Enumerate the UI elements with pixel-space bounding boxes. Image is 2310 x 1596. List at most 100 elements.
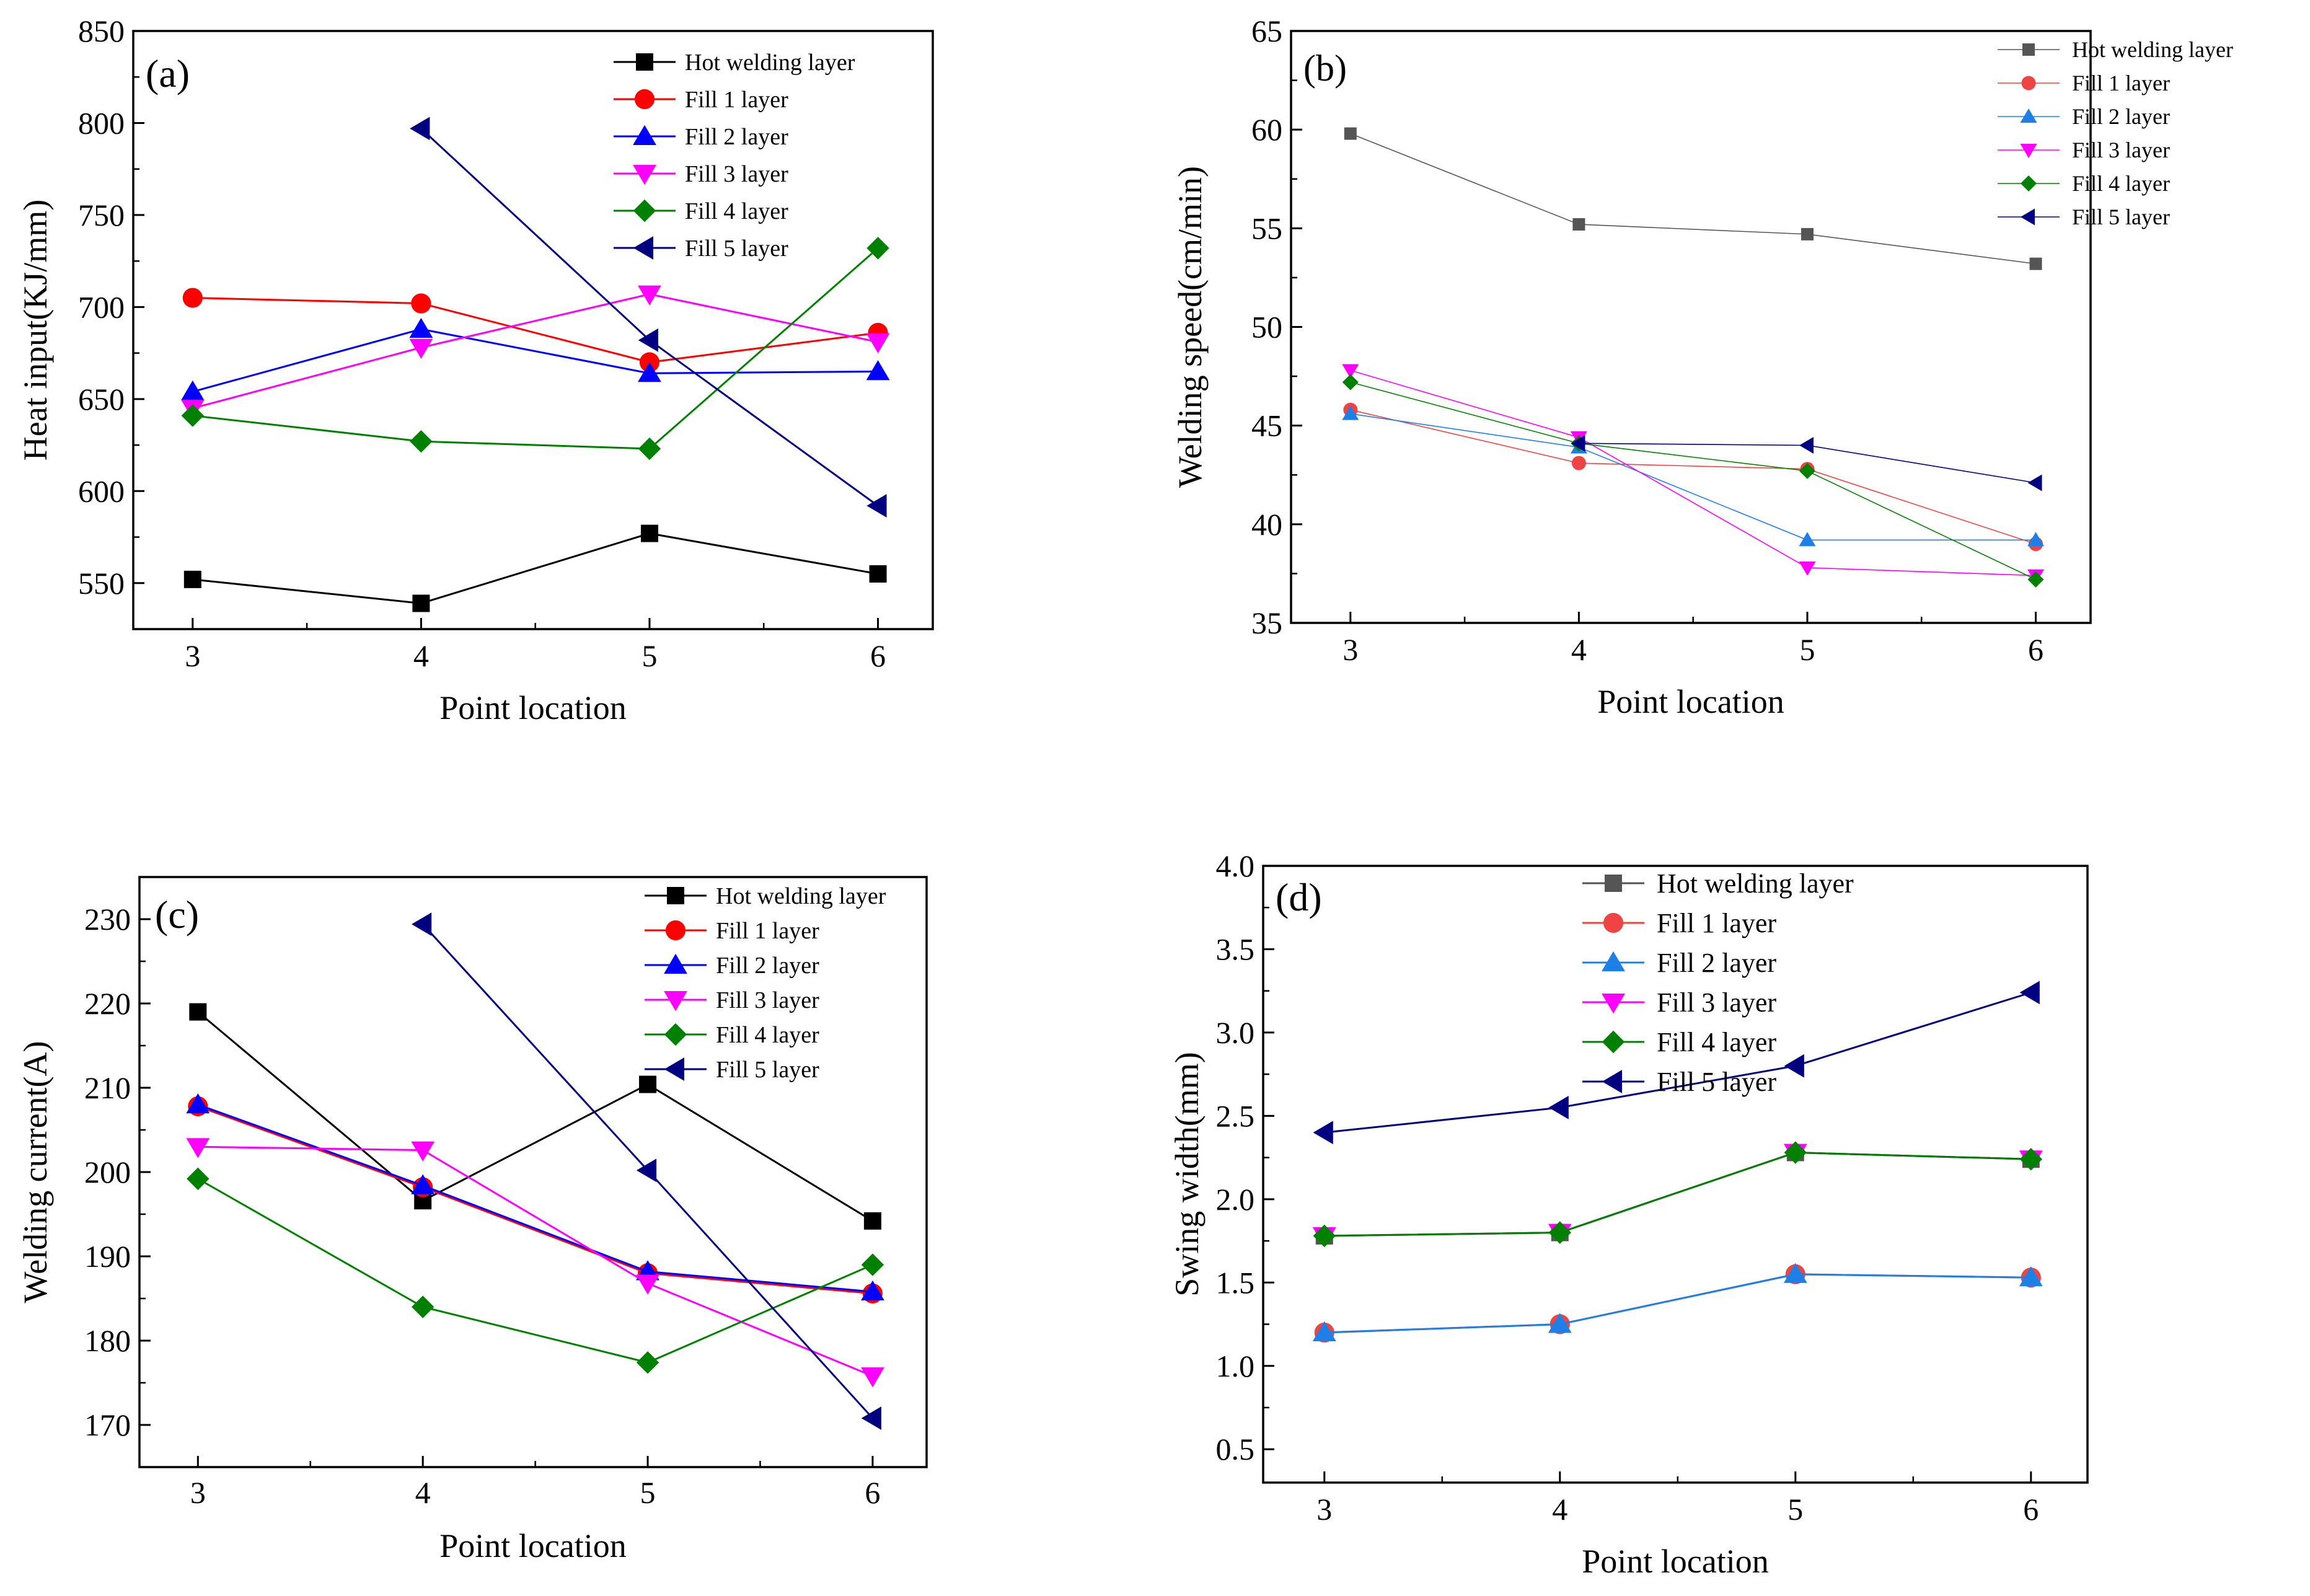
y-tick-label: 750: [78, 198, 125, 232]
x-tick-label: 5: [1788, 1492, 1803, 1527]
legend-label: Fill 2 layer: [1657, 948, 1776, 978]
series-line: [198, 1145, 873, 1377]
legend-item: Fill 5 layer: [1582, 1067, 1776, 1097]
y-tick-label: 230: [84, 902, 131, 937]
series-hot-welding-layer: [189, 1003, 881, 1230]
legend-marker: [2021, 76, 2036, 90]
x-tick-label: 3: [1342, 632, 1358, 667]
data-point: [1801, 227, 1814, 240]
legend-marker: [636, 53, 653, 71]
data-point: [410, 430, 433, 453]
legend-label: Hot welding layer: [716, 883, 886, 909]
data-point: [1799, 437, 1814, 454]
data-point: [863, 1212, 881, 1230]
y-tick-label: 2.5: [1216, 1098, 1255, 1133]
data-point: [180, 380, 205, 400]
series-line: [192, 328, 878, 393]
data-point: [640, 524, 658, 542]
data-point: [409, 317, 433, 338]
data-point: [412, 1295, 434, 1318]
data-point: [866, 333, 890, 353]
data-point: [636, 1158, 657, 1183]
x-tick-label: 4: [415, 1475, 431, 1510]
x-tick-label: 6: [870, 638, 886, 673]
legend-label: Fill 1 layer: [716, 918, 819, 944]
legend-label: Fill 3 layer: [685, 161, 788, 187]
data-point: [186, 1093, 210, 1114]
data-point: [412, 912, 432, 937]
y-tick-label: 2.0: [1216, 1182, 1255, 1217]
x-tick-label: 6: [865, 1475, 880, 1510]
legend-item: Fill 4 layer: [614, 198, 788, 224]
series-line: [192, 532, 878, 604]
series-line: [192, 293, 878, 410]
data-point: [183, 570, 201, 588]
legend-item: Fill 2 layer: [1582, 948, 1776, 978]
data-point: [186, 1138, 210, 1158]
series-fill-5-layer: [1313, 981, 2040, 1145]
legend: Hot welding layer Fill 1 layer Fill 2 laye…: [614, 50, 855, 262]
series-line: [1350, 133, 2036, 265]
data-point: [1313, 1224, 1336, 1248]
data-point: [1344, 127, 1357, 140]
legend-label: Fill 1 layer: [2072, 71, 2170, 95]
y-tick-label: 850: [78, 14, 125, 48]
plot-frame: [1262, 865, 2089, 1484]
data-point: [2027, 532, 2045, 547]
y-tick-label: 190: [84, 1239, 131, 1274]
legend: Hot welding layer Fill 1 layer Fill 2 laye…: [645, 883, 886, 1083]
legend-label: Fill 1 layer: [1657, 908, 1776, 938]
x-axis-label: Point location: [439, 689, 626, 726]
data-point: [1799, 532, 1816, 547]
series-fill-3-layer: [180, 285, 890, 420]
y-tick-label: 200: [84, 1155, 131, 1189]
y-tick-label: 650: [78, 382, 125, 417]
y-tick-label: 600: [78, 474, 125, 508]
panel-label: (b): [1303, 48, 1347, 89]
legend-item: Fill 3 layer: [614, 161, 788, 187]
y-tick-label: 40: [1251, 507, 1282, 542]
data-point: [869, 565, 887, 583]
series-line: [192, 247, 879, 450]
legend-label: Fill 5 layer: [716, 1057, 819, 1083]
series-hot-welding-layer: [183, 524, 887, 612]
data-point: [182, 288, 203, 308]
legend: Hot welding layer Fill 1 layer Fill 2 laye…: [1582, 868, 1854, 1097]
series-line: [1324, 991, 2032, 1134]
x-axis-label: Point location: [1582, 1543, 1768, 1580]
legend-marker: [1602, 994, 1625, 1014]
series-line: [1350, 381, 2036, 580]
legend-label: Fill 3 layer: [1657, 987, 1776, 1018]
legend-marker: [634, 89, 655, 110]
plot-frame: [132, 30, 934, 630]
legend-marker: [664, 1057, 684, 1081]
legend-marker: [1603, 912, 1624, 933]
series-line: [1324, 1273, 2031, 1334]
data-point: [638, 362, 661, 382]
y-tick-label: 1.5: [1216, 1265, 1255, 1300]
axis-ticks: 3 4 5 6 0.5 1.0 1.5 2.0 2.5 3.0 3.5 4.0: [1216, 849, 2039, 1527]
data-point: [1799, 462, 1815, 479]
y-tick-label: 700: [78, 289, 125, 324]
y-tick-label: 550: [78, 566, 125, 601]
data-point: [1342, 405, 1359, 420]
series-fill-5-layer: [1571, 434, 2042, 492]
data-point: [866, 494, 887, 518]
series-hot-welding-layer: [1315, 1144, 2040, 1245]
legend-label: Hot welding layer: [1657, 868, 1854, 899]
legend-item: Fill 5 layer: [645, 1057, 819, 1083]
data-point: [187, 1167, 209, 1191]
y-tick-label: 35: [1251, 606, 1282, 640]
series-line: [197, 1011, 873, 1222]
series-fill-4-layer: [181, 237, 889, 461]
x-tick-label: 4: [413, 638, 429, 673]
series-hot-welding-layer: [1344, 127, 2042, 270]
data-point: [1313, 1121, 1333, 1145]
x-tick-label: 5: [641, 638, 657, 673]
x-tick-label: 6: [2028, 632, 2043, 667]
legend-marker: [2021, 175, 2037, 192]
data-point: [2019, 1148, 2042, 1171]
